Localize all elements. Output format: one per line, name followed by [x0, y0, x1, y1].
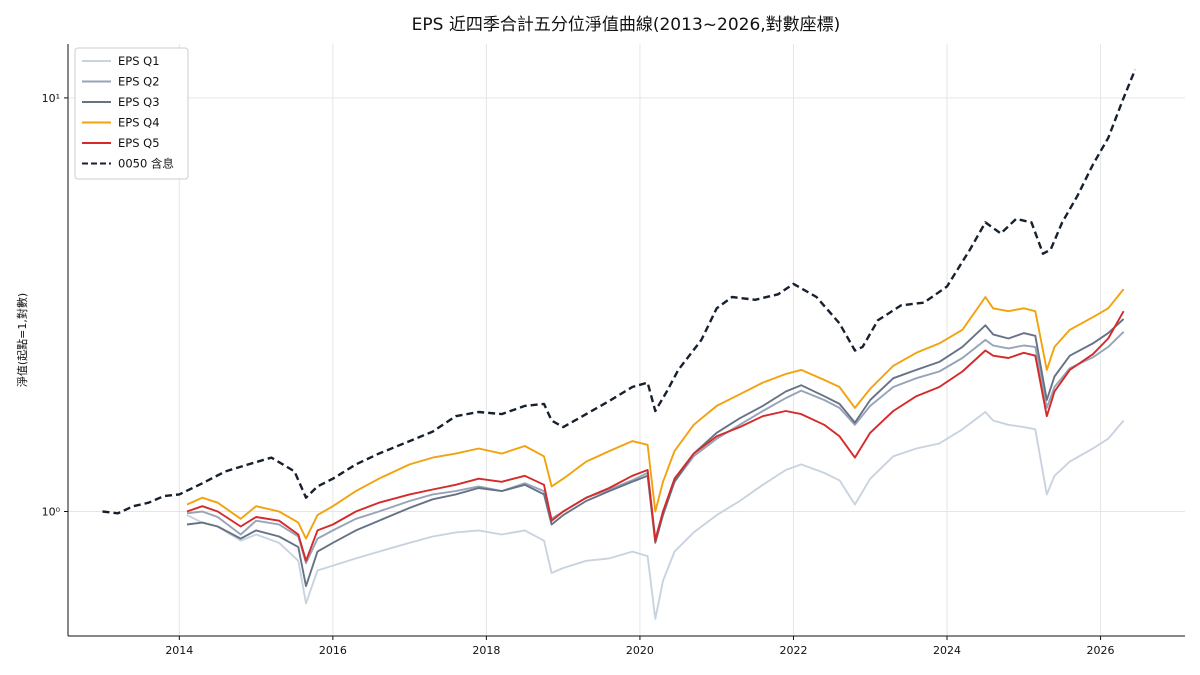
y-axis-label: 淨值(起點=1,對數) [15, 293, 29, 387]
series-line-5 [186, 310, 1125, 562]
legend-label: EPS Q3 [118, 95, 160, 109]
series-lines [102, 69, 1137, 620]
legend-label: EPS Q4 [118, 116, 160, 130]
series-line-4 [186, 288, 1125, 540]
legend-label: EPS Q5 [118, 136, 160, 150]
x-tick-label: 2022 [779, 644, 807, 657]
chart-title: EPS 近四季合計五分位淨值曲線(2013~2026,對數座標) [412, 15, 841, 35]
axes [67, 44, 1185, 637]
series-line-2 [186, 331, 1125, 565]
y-tick-label: 10¹ [42, 92, 60, 105]
series-line-1 [186, 411, 1125, 620]
x-ticks: 2014 2016 2018 2020 2022 2024 2026 [165, 636, 1115, 657]
x-tick-label: 2018 [472, 644, 500, 657]
grid [68, 44, 1185, 636]
x-tick-label: 2020 [626, 644, 654, 657]
y-tick-label: 10⁰ [42, 505, 61, 518]
series-line-6 [102, 69, 1137, 515]
legend-label: 0050 含息 [118, 157, 174, 171]
series-line-3 [186, 318, 1125, 588]
x-tick-label: 2014 [165, 644, 193, 657]
x-tick-label: 2024 [933, 644, 961, 657]
y-ticks: 10⁰ 10¹ [42, 92, 68, 518]
x-tick-label: 2026 [1087, 644, 1115, 657]
legend-label: EPS Q1 [118, 54, 160, 68]
legend: EPS Q1 EPS Q2 EPS Q3 EPS Q4 EPS Q5 0050 含息 [74, 47, 189, 180]
legend-label: EPS Q2 [118, 75, 160, 89]
x-tick-label: 2016 [319, 644, 347, 657]
